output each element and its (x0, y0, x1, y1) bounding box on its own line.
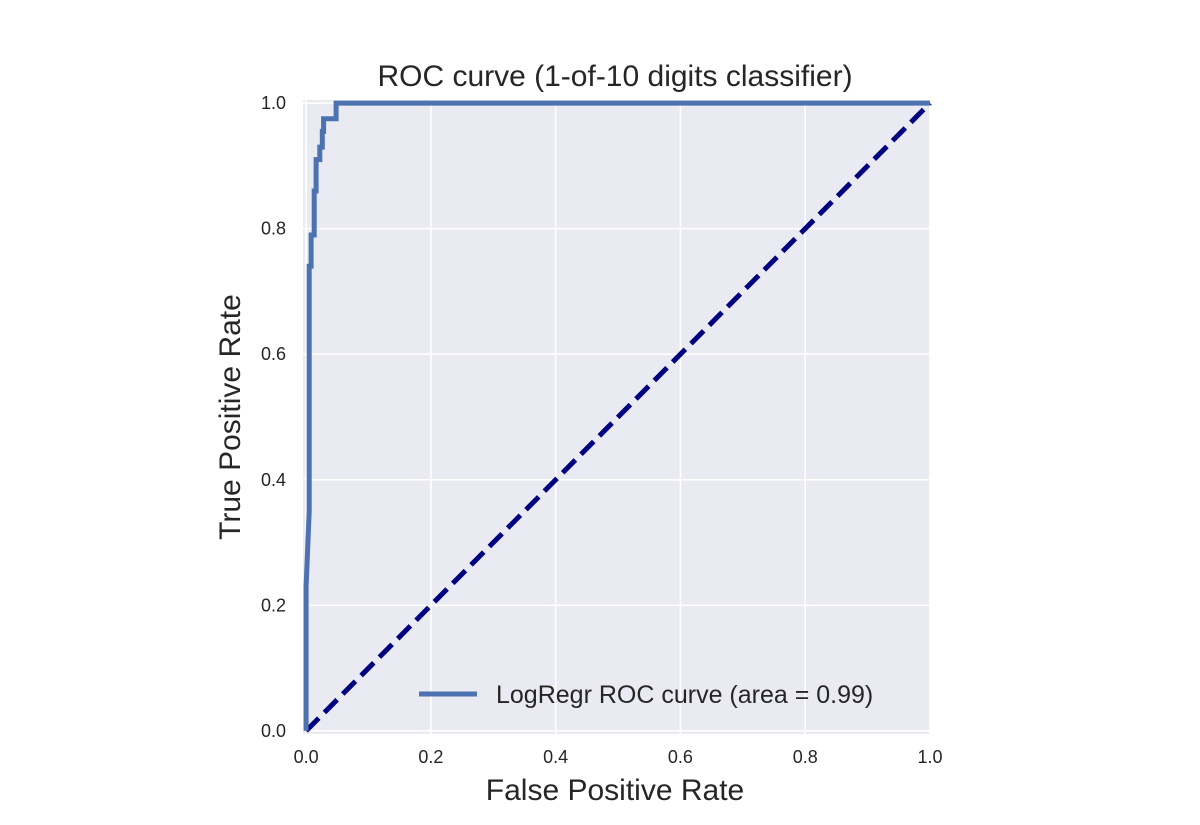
y-tick-label: 0.6 (261, 344, 286, 364)
series-layer (303, 100, 932, 733)
y-tick-label: 0.8 (261, 219, 286, 239)
y-tick-label: 0.0 (261, 721, 286, 741)
y-axis-label: True Positive Rate (214, 294, 247, 540)
chance-diagonal-line (304, 101, 932, 733)
legend: LogRegr ROC curve (area = 0.99) (419, 681, 873, 709)
plot-background (303, 100, 930, 734)
x-tick-label: 1.0 (917, 747, 942, 767)
x-tick-label: 0.0 (294, 747, 319, 767)
x-tick-label: 0.8 (793, 747, 818, 767)
x-tick-label: 0.4 (543, 747, 568, 767)
x-tick-label: 0.6 (668, 747, 693, 767)
y-tick-label: 1.0 (261, 93, 286, 113)
y-tick-label: 0.2 (261, 595, 286, 615)
x-tick-label: 0.2 (418, 747, 443, 767)
x-axis-label: False Positive Rate (486, 774, 744, 807)
chart-title: ROC curve (1-of-10 digits classifier) (377, 60, 852, 93)
roc-curve-line (303, 100, 930, 731)
y-tick-label: 0.4 (261, 470, 286, 490)
ticks: 0.0 0.2 0.4 0.6 0.8 1.0 0.0 0.2 0.4 0.6 0.8 1.0 (261, 93, 943, 767)
legend-label: LogRegr ROC curve (area = 0.99) (496, 681, 873, 709)
